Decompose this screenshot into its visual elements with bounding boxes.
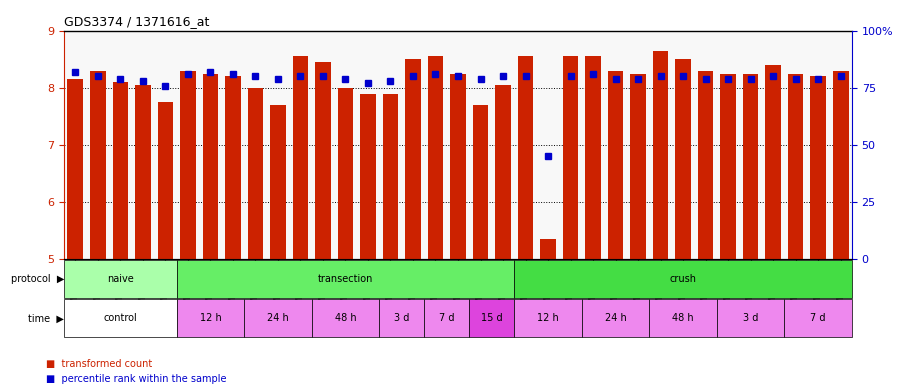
Bar xyxy=(743,74,758,259)
Text: 15 d: 15 d xyxy=(481,313,503,323)
Bar xyxy=(180,71,196,259)
Text: ■  percentile rank within the sample: ■ percentile rank within the sample xyxy=(46,374,226,384)
Text: 12 h: 12 h xyxy=(200,313,222,323)
Bar xyxy=(518,56,533,259)
Text: 24 h: 24 h xyxy=(605,313,627,323)
Bar xyxy=(833,71,848,259)
Text: control: control xyxy=(104,313,137,323)
FancyBboxPatch shape xyxy=(64,260,177,298)
Text: time  ▶: time ▶ xyxy=(28,313,64,323)
FancyBboxPatch shape xyxy=(379,300,424,337)
Bar xyxy=(473,105,488,259)
Bar xyxy=(135,85,151,259)
Bar xyxy=(607,71,624,259)
Bar xyxy=(338,88,354,259)
Bar xyxy=(428,56,443,259)
Text: GDS3374 / 1371616_at: GDS3374 / 1371616_at xyxy=(64,15,210,28)
Bar xyxy=(562,56,578,259)
FancyBboxPatch shape xyxy=(311,300,379,337)
Text: crush: crush xyxy=(670,274,696,284)
Text: 7 d: 7 d xyxy=(811,313,826,323)
FancyBboxPatch shape xyxy=(514,300,582,337)
Text: 3 d: 3 d xyxy=(394,313,409,323)
FancyBboxPatch shape xyxy=(649,300,717,337)
Text: 48 h: 48 h xyxy=(334,313,356,323)
Text: 24 h: 24 h xyxy=(267,313,289,323)
Bar xyxy=(383,94,398,259)
Bar xyxy=(90,71,105,259)
Bar xyxy=(405,59,420,259)
Bar xyxy=(788,74,803,259)
FancyBboxPatch shape xyxy=(177,260,514,298)
Bar xyxy=(360,94,376,259)
Bar xyxy=(113,82,128,259)
Bar xyxy=(315,62,331,259)
Bar xyxy=(225,76,241,259)
Bar xyxy=(585,56,601,259)
Bar xyxy=(68,79,83,259)
Text: 48 h: 48 h xyxy=(672,313,694,323)
Bar xyxy=(270,105,286,259)
Text: transection: transection xyxy=(318,274,373,284)
Bar xyxy=(158,102,173,259)
Bar xyxy=(720,74,736,259)
FancyBboxPatch shape xyxy=(424,300,469,337)
Bar xyxy=(653,51,669,259)
FancyBboxPatch shape xyxy=(469,300,514,337)
Text: 12 h: 12 h xyxy=(537,313,559,323)
FancyBboxPatch shape xyxy=(245,300,311,337)
Text: 3 d: 3 d xyxy=(743,313,758,323)
Bar xyxy=(202,74,218,259)
Bar xyxy=(698,71,714,259)
Text: 7 d: 7 d xyxy=(439,313,454,323)
Bar xyxy=(765,65,781,259)
Bar xyxy=(540,239,556,259)
Bar xyxy=(292,56,309,259)
Bar xyxy=(247,88,263,259)
FancyBboxPatch shape xyxy=(582,300,649,337)
FancyBboxPatch shape xyxy=(514,260,852,298)
Text: ■  transformed count: ■ transformed count xyxy=(46,359,152,369)
FancyBboxPatch shape xyxy=(177,300,245,337)
FancyBboxPatch shape xyxy=(717,300,784,337)
Text: protocol  ▶: protocol ▶ xyxy=(11,274,64,284)
Bar xyxy=(450,74,466,259)
Bar xyxy=(811,76,826,259)
Text: naive: naive xyxy=(107,274,134,284)
FancyBboxPatch shape xyxy=(64,300,177,337)
Bar xyxy=(496,85,511,259)
FancyBboxPatch shape xyxy=(784,300,852,337)
Bar xyxy=(675,59,691,259)
Bar xyxy=(630,74,646,259)
